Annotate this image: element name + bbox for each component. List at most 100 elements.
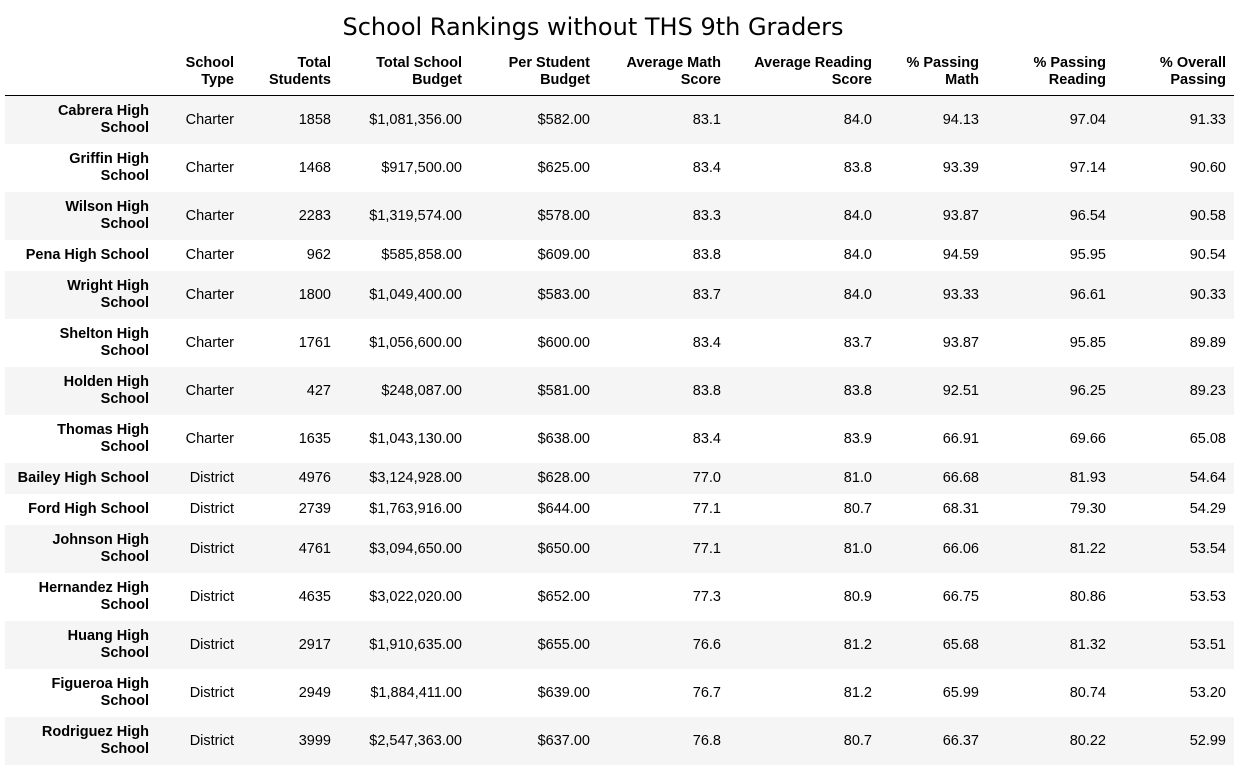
- cell-students: 4976: [298, 470, 331, 486]
- column-header: Total Students: [242, 54, 339, 96]
- cell-type: District: [189, 470, 234, 486]
- cell-per-student: $650.00: [537, 540, 590, 557]
- cell-budget: $2,547,363.00: [369, 732, 462, 749]
- cell-budget: $1,763,916.00: [369, 501, 462, 517]
- cell-students: 1800: [298, 286, 331, 303]
- cell-budget: $1,056,600.00: [369, 334, 462, 351]
- table-row: Shelton High School Charter 1761 $1,056,600.…: [5, 319, 1234, 367]
- cell-budget: $1,319,574.00: [369, 207, 462, 224]
- cell-students: 1468: [298, 159, 331, 176]
- cell-reading: 81.2: [843, 684, 872, 701]
- school-name: Hernandez High School: [38, 579, 149, 613]
- cell-students: 2917: [298, 636, 331, 653]
- cell-math: 83.7: [692, 286, 721, 303]
- cell-math: 83.4: [692, 430, 721, 447]
- table-row: Cabrera High School Charter 1858 $1,081,356.…: [5, 95, 1234, 144]
- school-name: Huang High School: [67, 627, 149, 661]
- cell-per-student: $583.00: [537, 286, 590, 303]
- cell-overall: 90.33: [1189, 286, 1226, 303]
- column-header: % Overall Passing: [1114, 54, 1234, 96]
- cell-reading: 83.8: [843, 159, 872, 176]
- cell-overall: 53.53: [1189, 588, 1226, 605]
- cell-pass-reading: 69.66: [1069, 430, 1106, 447]
- cell-budget: $3,094,650.00: [369, 540, 462, 557]
- school-name: Thomas High School: [57, 421, 149, 455]
- cell-pass-reading: 96.61: [1069, 286, 1106, 303]
- cell-pass-math: 68.31: [942, 501, 979, 517]
- cell-reading: 84.0: [843, 286, 872, 303]
- cell-math: 77.0: [692, 470, 721, 486]
- cell-students: 3999: [298, 732, 331, 749]
- cell-reading: 80.7: [843, 732, 872, 749]
- table-row: Thomas High School Charter 1635 $1,043,130.0…: [5, 415, 1234, 463]
- cell-per-student: $625.00: [537, 159, 590, 176]
- cell-pass-reading: 80.74: [1069, 684, 1106, 701]
- cell-reading: 81.0: [843, 540, 872, 557]
- table-row: Wright High School Charter 1800 $1,049,400.0…: [5, 270, 1234, 319]
- school-name: Figueroa High School: [51, 675, 149, 709]
- cell-pass-reading: 96.25: [1069, 382, 1106, 399]
- cell-budget: $3,022,020.00: [369, 588, 462, 605]
- cell-math: 76.6: [692, 636, 721, 653]
- cell-per-student: $638.00: [537, 430, 590, 447]
- table-row: Figueroa High School District 2949 $1,884,41…: [5, 669, 1234, 717]
- cell-per-student: $600.00: [537, 334, 590, 351]
- cell-students: 1858: [298, 111, 331, 128]
- cell-overall: 54.64: [1189, 470, 1226, 486]
- cell-type: Charter: [185, 334, 234, 351]
- cell-pass-reading: 79.30: [1069, 501, 1106, 517]
- cell-per-student: $609.00: [537, 247, 590, 263]
- cell-reading: 84.0: [843, 207, 872, 224]
- cell-overall: 52.99: [1189, 732, 1226, 749]
- cell-math: 83.8: [692, 247, 721, 263]
- school-name: Griffin High School: [69, 150, 149, 184]
- column-header: Per Student Budget: [470, 54, 598, 96]
- cell-pass-math: 93.87: [942, 334, 979, 351]
- column-header: Average Math Score: [598, 54, 729, 96]
- cell-type: District: [189, 501, 234, 517]
- cell-pass-reading: 81.93: [1069, 470, 1106, 486]
- cell-reading: 80.9: [843, 588, 872, 605]
- table-row: Pena High School Charter 962 $585,858.00 $60…: [5, 240, 1234, 271]
- cell-overall: 54.29: [1189, 501, 1226, 517]
- cell-math: 77.3: [692, 588, 721, 605]
- cell-pass-math: 92.51: [942, 382, 979, 399]
- cell-type: District: [189, 732, 234, 749]
- cell-reading: 80.7: [843, 501, 872, 517]
- cell-pass-reading: 97.04: [1069, 111, 1106, 128]
- cell-budget: $1,049,400.00: [369, 286, 462, 303]
- cell-per-student: $578.00: [537, 207, 590, 224]
- cell-math: 83.1: [692, 111, 721, 128]
- table-row: Griffin High School Charter 1468 $917,500.00…: [5, 144, 1234, 192]
- cell-pass-math: 66.06: [942, 540, 979, 557]
- cell-type: Charter: [185, 382, 234, 399]
- cell-math: 83.4: [692, 334, 721, 351]
- cell-type: Charter: [185, 286, 234, 303]
- cell-pass-math: 93.39: [942, 159, 979, 176]
- cell-pass-math: 93.33: [942, 286, 979, 303]
- cell-students: 427: [306, 382, 331, 399]
- cell-reading: 83.7: [843, 334, 872, 351]
- cell-pass-math: 66.91: [942, 430, 979, 447]
- cell-overall: 90.54: [1189, 247, 1226, 263]
- cell-reading: 81.0: [843, 470, 872, 486]
- cell-math: 83.4: [692, 159, 721, 176]
- school-name: Johnson High School: [52, 531, 149, 565]
- school-name: Pena High School: [25, 246, 149, 263]
- table-row: Bailey High School District 4976 $3,124,928…: [5, 462, 1234, 494]
- cell-budget: $248,087.00: [381, 382, 462, 399]
- cell-pass-reading: 80.86: [1069, 588, 1106, 605]
- cell-per-student: $639.00: [537, 684, 590, 701]
- cell-students: 1761: [298, 334, 331, 351]
- cell-overall: 90.58: [1189, 207, 1226, 224]
- table-row: Holden High School Charter 427 $248,087.00 $5…: [5, 366, 1234, 415]
- cell-type: Charter: [185, 430, 234, 447]
- cell-overall: 90.60: [1189, 159, 1226, 176]
- cell-budget: $917,500.00: [381, 159, 462, 176]
- school-name: Wright High School: [67, 277, 149, 311]
- cell-pass-math: 65.99: [942, 684, 979, 701]
- cell-pass-reading: 95.95: [1069, 247, 1106, 263]
- cell-overall: 53.20: [1189, 684, 1226, 701]
- cell-type: Charter: [185, 111, 234, 128]
